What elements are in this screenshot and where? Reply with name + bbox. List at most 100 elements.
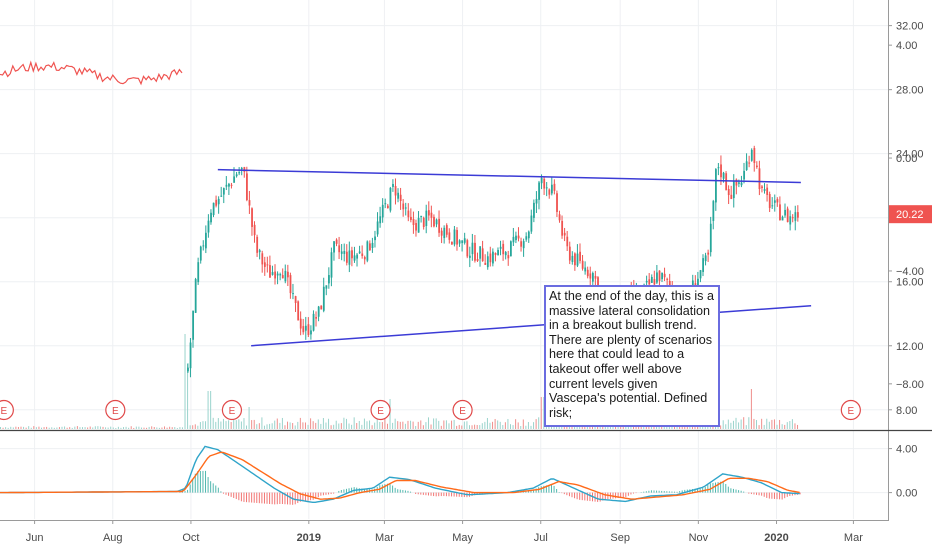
volume-bar [25, 427, 27, 429]
volume-bar [79, 427, 81, 429]
earnings-marker: E [0, 399, 14, 421]
macd-histogram-bar [348, 488, 350, 493]
macd-histogram-bar [422, 492, 424, 495]
macd-histogram-bar [279, 492, 281, 504]
candle-body [476, 258, 479, 261]
candle-body [343, 250, 346, 254]
candle-body [394, 186, 397, 196]
volume-bar [246, 425, 248, 429]
macd-histogram-bar [771, 492, 773, 499]
volume-bar [756, 420, 758, 429]
macd-histogram-bar [586, 492, 588, 501]
volume-bar [123, 427, 125, 429]
candle-body [492, 251, 494, 264]
volume-bar [422, 425, 424, 429]
volume-bar [786, 422, 788, 429]
volume-bar [292, 423, 294, 429]
volume-bar [187, 364, 189, 429]
candle-body [427, 210, 430, 216]
volume-bar [53, 427, 55, 429]
volume-bar [10, 426, 12, 429]
volume-bar [23, 426, 25, 429]
candle-body [530, 215, 533, 232]
candle-body [525, 236, 528, 240]
volume-bar [448, 423, 450, 429]
volume-bar [30, 427, 32, 429]
macd-histogram-bar [445, 492, 447, 497]
earnings-marker-circle [221, 399, 243, 421]
macd-histogram-bar [345, 488, 347, 493]
candle-body [481, 248, 484, 262]
macd-histogram-bar [320, 492, 322, 496]
macd-histogram-bar [417, 492, 419, 495]
candle-body [489, 253, 492, 263]
overlay-tick-label: 4.00 [896, 40, 917, 52]
macd-histogram-bar [333, 492, 335, 494]
volume-bar [171, 427, 173, 429]
volume-bar [140, 427, 142, 429]
volume-bar [527, 422, 529, 429]
volume-bar [420, 420, 422, 429]
candle-body [276, 273, 279, 276]
macd-histogram-bar [676, 491, 678, 493]
macd-histogram-bar [263, 492, 265, 504]
annotation-callout[interactable]: At the end of the day, this is a massive… [544, 285, 720, 427]
candle-body [325, 285, 328, 289]
volume-bar [722, 420, 724, 429]
volume-bar [289, 422, 291, 429]
candle-body [433, 216, 435, 227]
candle-body [712, 201, 715, 221]
volume-bar [427, 417, 429, 429]
macd-histogram-bar [589, 492, 591, 502]
macd-histogram-bar [786, 492, 788, 497]
volume-bar [322, 418, 324, 429]
macd-histogram-bar [674, 491, 676, 493]
volume-bar [597, 425, 599, 429]
macd-histogram-bar [407, 490, 409, 493]
macd-histogram-bar [205, 470, 207, 493]
overlay-tick-label: −4.00 [896, 266, 924, 278]
candle-body [730, 194, 733, 200]
earnings-marker: E [840, 399, 861, 421]
volume-bar [340, 423, 342, 429]
candle-body [210, 212, 212, 223]
volume-bar [789, 421, 791, 429]
macd-tick-label: 4.00 [896, 444, 917, 456]
candle-body [699, 270, 702, 279]
macd-histogram-bar [791, 492, 793, 496]
volume-bar [763, 424, 765, 429]
volume-bar [207, 391, 209, 429]
volume-bar [240, 421, 242, 429]
macd-pane [0, 445, 801, 505]
candle-body [263, 262, 266, 267]
time-tick-label: Aug [103, 532, 123, 544]
price-tick-label: 12.00 [896, 341, 924, 353]
candle-body [653, 279, 656, 285]
macd-histogram-bar [225, 492, 227, 495]
volume-bar [115, 427, 117, 429]
volume-bar [28, 426, 30, 429]
volume-bar [499, 421, 501, 429]
price-tick-label: 32.00 [896, 21, 924, 33]
candle-body [753, 148, 756, 163]
candle-body [386, 205, 389, 209]
volume-bar [64, 426, 66, 429]
trendlines[interactable] [217, 168, 812, 347]
volume-bar [210, 391, 212, 429]
candle-body [192, 310, 195, 340]
candle-body [404, 207, 407, 209]
volume-bar [117, 426, 119, 429]
candle-body [348, 250, 351, 265]
earnings-marker: E [221, 399, 243, 421]
volume-bar [87, 427, 89, 429]
volume-bar [228, 420, 230, 429]
volume-bar [476, 424, 478, 429]
candle-body [794, 212, 797, 221]
macd-histogram-bar [361, 488, 363, 493]
volume-bar [41, 427, 43, 429]
time-tick-label: Nov [689, 532, 709, 544]
candle-body [663, 273, 666, 278]
earnings-marker-circle [452, 399, 473, 421]
volume-bar [704, 425, 706, 429]
